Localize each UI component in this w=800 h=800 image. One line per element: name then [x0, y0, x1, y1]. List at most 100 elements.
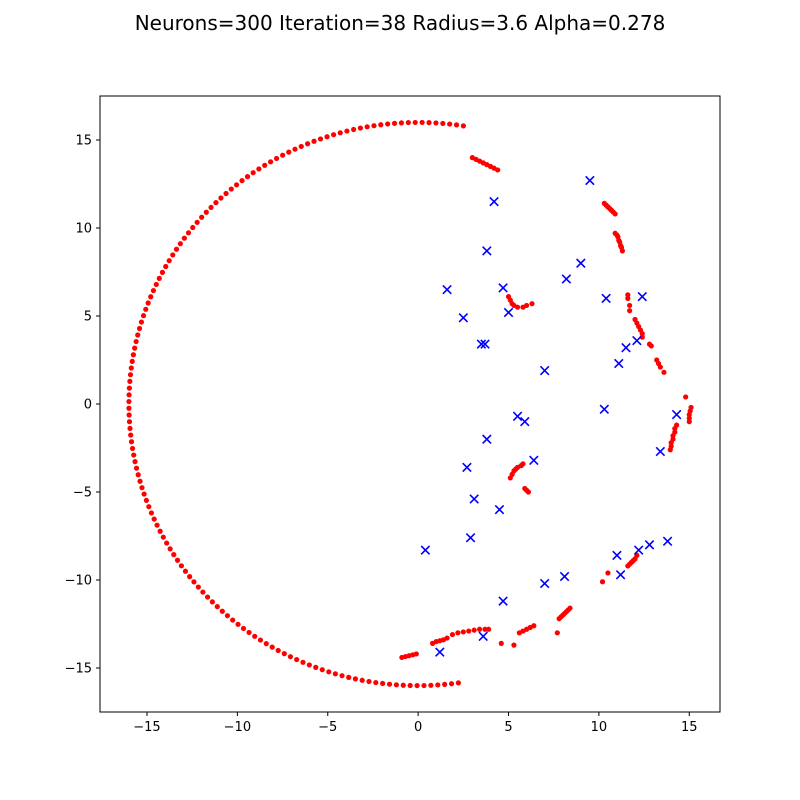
neuron-point — [135, 332, 141, 338]
neuron-point — [219, 608, 225, 614]
city-marker — [601, 293, 611, 304]
neuron-point — [683, 394, 689, 400]
neuron-point — [421, 682, 427, 689]
city-marker — [420, 545, 431, 555]
neuron-point — [287, 654, 294, 660]
neuron-point — [141, 491, 147, 497]
neuron-point — [286, 149, 292, 155]
neuron-point — [139, 485, 145, 491]
neuron-point — [132, 345, 138, 351]
neuron-point — [305, 141, 311, 147]
city-marker — [614, 358, 624, 369]
neuron-point — [224, 613, 231, 619]
neuron-point — [337, 130, 343, 136]
city-marker-stroke — [476, 339, 487, 349]
x-tick-label: −10 — [224, 720, 251, 735]
city-marker — [632, 335, 642, 346]
neuron-point — [127, 372, 134, 378]
neuron-point — [391, 120, 398, 126]
neuron-point — [154, 522, 160, 528]
city-marker-stroke — [599, 404, 610, 415]
neuron-point — [498, 640, 504, 646]
city-marker — [621, 342, 631, 353]
neuron-point — [200, 589, 206, 595]
city-marker-stroke — [489, 196, 499, 207]
city-marker — [489, 196, 499, 207]
neuron-point — [199, 214, 205, 220]
neuron-point — [407, 682, 413, 689]
neuron-point — [133, 338, 139, 345]
neuron-point — [148, 294, 154, 300]
neuron-point — [482, 626, 488, 632]
neuron-point — [181, 235, 187, 241]
city-marker — [498, 283, 508, 293]
neuron-point — [405, 119, 411, 126]
neuron-point — [455, 680, 461, 686]
city-marker-stroke — [503, 307, 514, 318]
neuron-point — [143, 306, 149, 312]
city-marker — [520, 416, 530, 427]
neuron-point — [136, 325, 143, 332]
x-tick-label: 5 — [504, 720, 512, 735]
neuron-point — [166, 258, 172, 264]
neuron-point — [126, 412, 132, 418]
neuron-point — [298, 143, 304, 150]
city-marker-stroke — [621, 342, 631, 353]
city-marker — [671, 409, 682, 420]
y-tick-label: −15 — [65, 662, 92, 677]
neuron-point — [448, 681, 455, 687]
neuron-point — [214, 604, 220, 610]
axes-layer: −15 −10 −5 0 5 10 15 −15 −10 −5 0 5 10 15 — [65, 134, 698, 736]
neuron-point — [495, 167, 501, 173]
neuron-point — [130, 352, 136, 358]
city-marker — [503, 307, 514, 318]
city-marker — [585, 175, 595, 186]
city-marker-stroke — [458, 312, 469, 323]
city-marker-stroke — [512, 411, 523, 422]
neuron-point — [351, 126, 357, 133]
city-marker-stroke — [671, 409, 682, 420]
neuron-point — [520, 461, 526, 467]
neuron-point — [160, 534, 166, 540]
neuron-point — [627, 302, 633, 309]
neuron-point — [380, 680, 386, 687]
city-marker — [458, 312, 469, 323]
city-marker — [612, 550, 622, 561]
city-marker-stroke — [633, 545, 644, 555]
neuron-point — [127, 378, 133, 384]
city-marker-stroke — [637, 291, 648, 302]
neuron-point — [393, 682, 399, 688]
city-marker — [482, 246, 492, 256]
neuron-point — [661, 369, 667, 375]
city-marker — [559, 571, 570, 582]
city-marker-stroke — [529, 455, 539, 466]
neuron-point — [529, 301, 535, 307]
city-marker-stroke — [478, 631, 488, 642]
city-marker-stroke — [498, 596, 508, 606]
neuron-point — [332, 671, 338, 677]
city-marker-stroke — [539, 365, 550, 376]
y-tick-label: −5 — [73, 486, 92, 501]
neuron-point — [414, 682, 420, 689]
city-marker-stroke — [465, 532, 476, 543]
neuron-point — [126, 405, 132, 411]
neuron-point — [378, 122, 384, 128]
neuron-point — [252, 633, 258, 639]
neuron-point — [511, 642, 517, 648]
neuron-point — [145, 300, 151, 306]
neuron-point — [294, 656, 300, 663]
neuron-point — [223, 190, 229, 197]
city-marker-stroke — [612, 550, 622, 561]
y-tick-label: 15 — [75, 134, 92, 149]
neuron-point — [244, 174, 251, 180]
neuron-point — [178, 563, 185, 569]
neuron-point — [208, 204, 214, 211]
city-marker-stroke — [644, 540, 655, 550]
neuron-point — [449, 631, 456, 638]
neuron-point — [273, 155, 280, 162]
neuron-point — [209, 599, 215, 605]
neuron-point — [455, 630, 461, 636]
neuron-point — [648, 343, 654, 349]
city-marker-stroke — [480, 339, 490, 349]
neuron-point — [126, 385, 132, 391]
